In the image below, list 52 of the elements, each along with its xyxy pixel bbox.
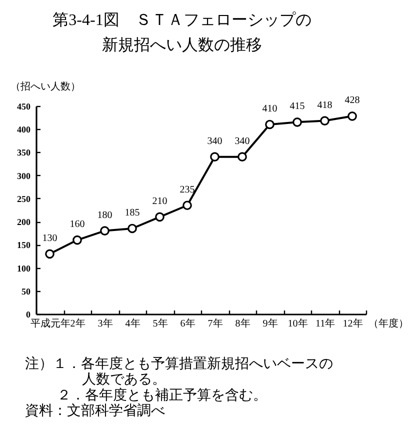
x-tick-label: 8年: [235, 318, 250, 330]
x-tick-label: 11年: [315, 318, 336, 330]
point: [210, 152, 220, 162]
y-tick-label: 0: [26, 310, 31, 320]
data-label: 415: [290, 101, 305, 112]
data-label: 160: [70, 219, 85, 230]
x-tick-label: 2年: [70, 318, 86, 330]
y-tick-label: 300: [17, 170, 31, 181]
y-tick-label: 450: [17, 102, 31, 112]
data-label: 130: [42, 232, 58, 244]
y-tick-label: 150: [17, 240, 31, 250]
x-tick-label: 3年: [98, 318, 113, 330]
data-label: 418: [317, 100, 332, 111]
x-tick-label: 12年: [342, 318, 363, 330]
point: [265, 120, 274, 130]
text: 注）１．各年度とも予算措置新規招へいベースの人数である。: [25, 356, 333, 388]
data-label: 185: [124, 207, 140, 218]
data-label: 340: [207, 136, 222, 147]
data-label: 410: [262, 103, 278, 114]
x-axis-title: （年度）: [368, 318, 408, 330]
data-label: 235: [180, 184, 195, 196]
y-tick-label: 50: [22, 286, 31, 296]
point: [128, 224, 137, 234]
y-tick-label: 400: [17, 124, 31, 135]
x-tick-label: 5年: [152, 318, 168, 330]
y-tick-label: 200: [17, 217, 31, 228]
y-axis-title: （招へい人数）: [10, 80, 80, 92]
point: [348, 112, 357, 121]
point: [155, 212, 164, 222]
chart-title: 第3-4-1図 ＳＴＡフェローシップの新規招へい人数の推移: [52, 11, 312, 54]
data-label: 340: [234, 136, 250, 147]
data-label: 210: [152, 196, 168, 207]
point: [182, 200, 192, 210]
x-tick-label: 9年: [262, 318, 278, 330]
y-tick-label: 350: [17, 148, 31, 158]
point: [292, 118, 302, 127]
x-tick-label: 4年: [125, 318, 140, 330]
y-tick-label: 100: [17, 263, 31, 274]
text: ２．各年度とも補正予算を含む。: [57, 387, 267, 404]
point: [100, 226, 110, 236]
data-label: 428: [344, 95, 360, 106]
text: 資料：文部科学省調べ: [25, 403, 165, 420]
x-tick-label: 平成元年: [30, 318, 70, 330]
y-tick-label: 250: [17, 194, 31, 204]
point: [72, 235, 82, 245]
x-tick-label: 6年: [180, 318, 196, 330]
x-tick-label: 7年: [208, 318, 223, 330]
x-tick-label: 10年: [288, 318, 308, 330]
point: [320, 116, 330, 126]
data-label: 180: [97, 210, 112, 221]
point: [238, 152, 247, 162]
point: [45, 249, 54, 259]
